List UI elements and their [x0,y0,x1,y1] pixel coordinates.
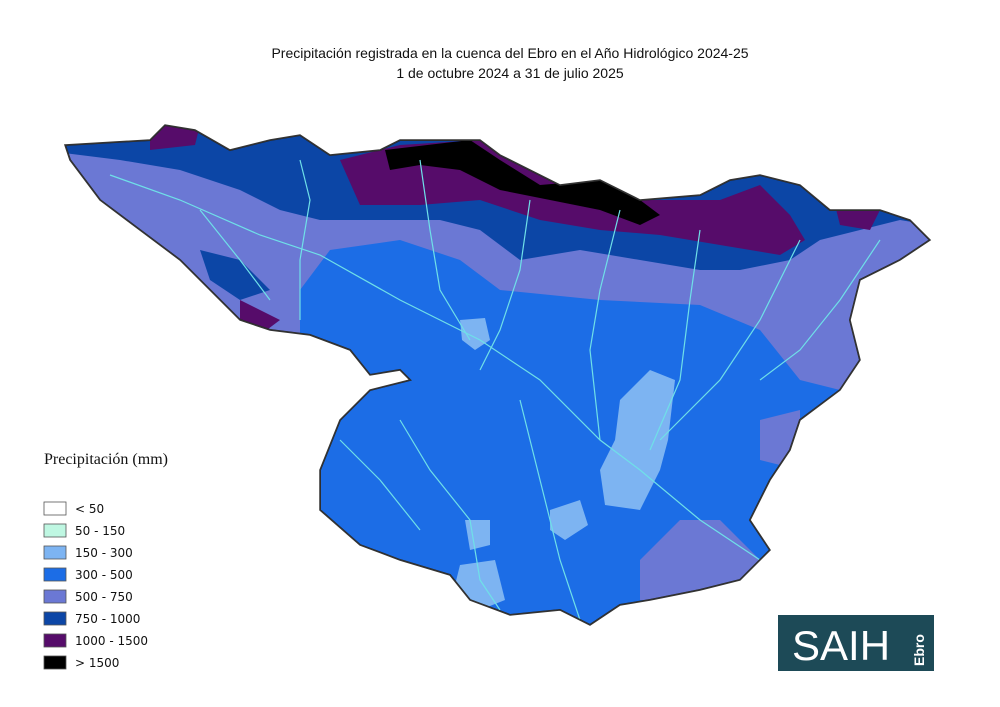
legend-label: 50 - 150 [75,524,125,538]
legend-label: < 50 [75,502,104,516]
zone [640,410,800,600]
legend-title: Precipitación (mm) [44,451,168,468]
logo-subtext: Ebro [911,634,927,666]
legend-swatch [43,545,67,560]
legend-swatch [43,611,67,626]
legend-label: 1000 - 1500 [75,634,148,648]
legend-swatch [43,655,67,670]
logo: SAIH Ebro [778,615,934,671]
map-subtitle: 1 de octubre 2024 a 31 de julio 2025 [396,65,624,81]
precipitation-map [65,125,930,625]
legend-label: 300 - 500 [75,568,133,582]
legend-swatch [43,501,67,516]
rivers [109,159,881,621]
zone [455,318,588,610]
zone [385,140,660,225]
legend-swatch [43,567,67,582]
legend-label: 150 - 300 [75,546,133,560]
map-title: Precipitación registrada en la cuenca de… [271,45,748,61]
basin-outline [63,124,932,626]
legend-label: 500 - 750 [75,590,133,604]
legend-swatch [43,523,67,538]
legend-swatch [43,633,67,648]
legend-label: 750 - 1000 [75,612,140,626]
logo-text: SAIH [792,622,890,669]
logo-box [778,615,934,671]
legend-swatch [43,589,67,604]
legend: < 50 50 - 150 150 - 300 300 - 500 500 - 750 7… [43,501,148,670]
legend-label: > 1500 [75,656,119,670]
zone [600,370,675,510]
zone [200,250,270,300]
